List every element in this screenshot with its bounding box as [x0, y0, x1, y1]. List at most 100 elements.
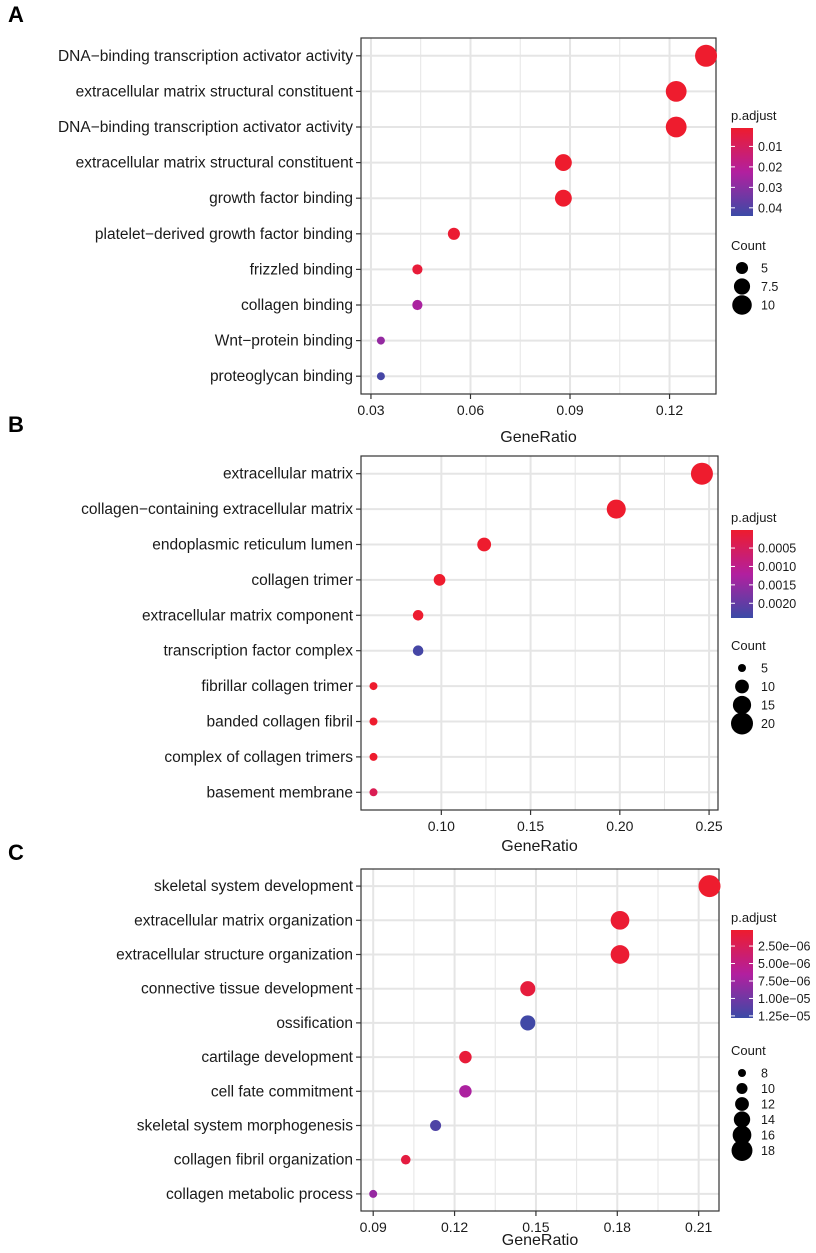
- panel-letter: C: [8, 840, 24, 865]
- color-legend-label: 7.50e−06: [758, 974, 811, 988]
- size-legend-key: [731, 1140, 753, 1161]
- size-legend-title: Count: [731, 638, 766, 653]
- x-tick-label: 0.18: [604, 1219, 631, 1235]
- category-label: collagen fibril organization: [174, 1152, 353, 1169]
- data-point: [520, 1015, 536, 1031]
- size-legend-key: [731, 712, 753, 735]
- x-tick-label: 0.12: [441, 1219, 468, 1235]
- color-legend-label: 0.0010: [758, 560, 796, 574]
- size-legend-label: 10: [761, 680, 775, 694]
- category-label: extracellular matrix organization: [134, 912, 353, 929]
- category-label: ossification: [276, 1015, 353, 1032]
- x-axis-title: GeneRatio: [502, 1232, 579, 1249]
- x-tick-label: 0.25: [695, 818, 722, 834]
- category-label: connective tissue development: [141, 981, 354, 998]
- x-tick-label: 0.15: [517, 818, 544, 834]
- x-tick-label: 0.03: [357, 402, 384, 418]
- panel-letter: B: [8, 412, 24, 437]
- size-legend-label: 14: [761, 1113, 775, 1127]
- category-label: DNA−binding transcription activator acti…: [58, 48, 353, 65]
- data-point: [520, 981, 536, 997]
- size-legend-key: [738, 664, 746, 672]
- x-tick-label: 0.21: [685, 1219, 712, 1235]
- color-legend-label: 5.00e−06: [758, 957, 811, 971]
- size-legend-key: [732, 295, 752, 315]
- category-label: DNA−binding transcription activator acti…: [58, 119, 353, 136]
- data-point: [610, 910, 630, 930]
- data-point: [690, 462, 713, 485]
- category-label: skeletal system development: [154, 878, 354, 895]
- category-label: extracellular matrix structural constitu…: [76, 83, 354, 100]
- category-label: cell fate commitment: [211, 1083, 354, 1100]
- plot-border: [360, 455, 719, 811]
- category-label: banded collagen fibril: [207, 714, 354, 731]
- data-point: [447, 227, 460, 240]
- data-point: [459, 1085, 472, 1098]
- color-legend-title: p.adjust: [731, 910, 777, 925]
- size-legend-key: [736, 1082, 748, 1095]
- category-label: extracellular matrix component: [142, 607, 354, 624]
- size-legend-title: Count: [731, 238, 766, 253]
- size-legend-label: 15: [761, 699, 775, 713]
- data-point: [477, 537, 492, 552]
- x-tick-label: 0.12: [656, 402, 683, 418]
- color-legend-bar: [731, 128, 753, 216]
- category-label: collagen trimer: [251, 572, 353, 589]
- data-point: [369, 788, 378, 797]
- plot-background: [361, 456, 718, 810]
- size-legend-key: [732, 1125, 752, 1145]
- data-point: [369, 752, 378, 761]
- x-tick-label: 0.15: [522, 1219, 549, 1235]
- color-legend-label: 1.00e−05: [758, 992, 811, 1006]
- data-point: [554, 154, 572, 172]
- data-point: [554, 189, 572, 207]
- plot-border: [360, 37, 717, 395]
- data-point: [412, 610, 424, 621]
- x-axis-title: GeneRatio: [501, 838, 578, 855]
- size-legend-label: 5: [761, 262, 768, 276]
- data-point: [459, 1050, 472, 1064]
- size-legend-key: [733, 278, 751, 295]
- data-point: [369, 1189, 378, 1198]
- size-legend-label: 12: [761, 1098, 775, 1112]
- category-label: cartilage development: [201, 1049, 353, 1066]
- color-legend-label: 0.03: [758, 181, 782, 195]
- color-legend-label: 0.0005: [758, 542, 796, 556]
- x-tick-label: 0.10: [428, 818, 455, 834]
- category-label: skeletal system morphogenesis: [137, 1118, 353, 1135]
- category-label: basement membrane: [207, 784, 353, 801]
- category-label: frizzled binding: [250, 261, 353, 278]
- category-label: Wnt−protein binding: [215, 333, 353, 350]
- data-point: [430, 1119, 442, 1132]
- size-legend-label: 10: [761, 1082, 775, 1096]
- size-legend-label: 18: [761, 1144, 775, 1158]
- size-legend-key: [735, 1097, 749, 1111]
- size-legend-key: [732, 695, 752, 715]
- x-tick-label: 0.20: [606, 818, 633, 834]
- data-point: [665, 116, 687, 138]
- size-legend-key: [733, 1111, 751, 1128]
- plot-background: [361, 869, 719, 1211]
- category-label: growth factor binding: [209, 190, 353, 207]
- category-label: extracellular structure organization: [116, 947, 353, 964]
- category-label: complex of collagen trimers: [164, 749, 353, 766]
- data-point: [369, 682, 378, 691]
- size-legend-key: [735, 679, 749, 694]
- color-legend-label: 0.0020: [758, 597, 796, 611]
- size-legend-key: [735, 261, 749, 275]
- data-point: [400, 1154, 411, 1165]
- size-legend-key: [738, 1069, 746, 1077]
- panel-A: A DNA−binding transcription activator act…: [8, 2, 782, 446]
- category-label: transcription factor complex: [163, 643, 353, 660]
- size-legend-label: 20: [761, 717, 775, 731]
- data-point: [376, 336, 385, 345]
- color-legend-title: p.adjust: [731, 510, 777, 525]
- data-point: [665, 80, 687, 102]
- category-label: collagen−containing extracellular matrix: [81, 501, 353, 518]
- size-legend-label: 7.5: [761, 280, 778, 294]
- data-point: [412, 299, 423, 311]
- data-point: [610, 945, 630, 964]
